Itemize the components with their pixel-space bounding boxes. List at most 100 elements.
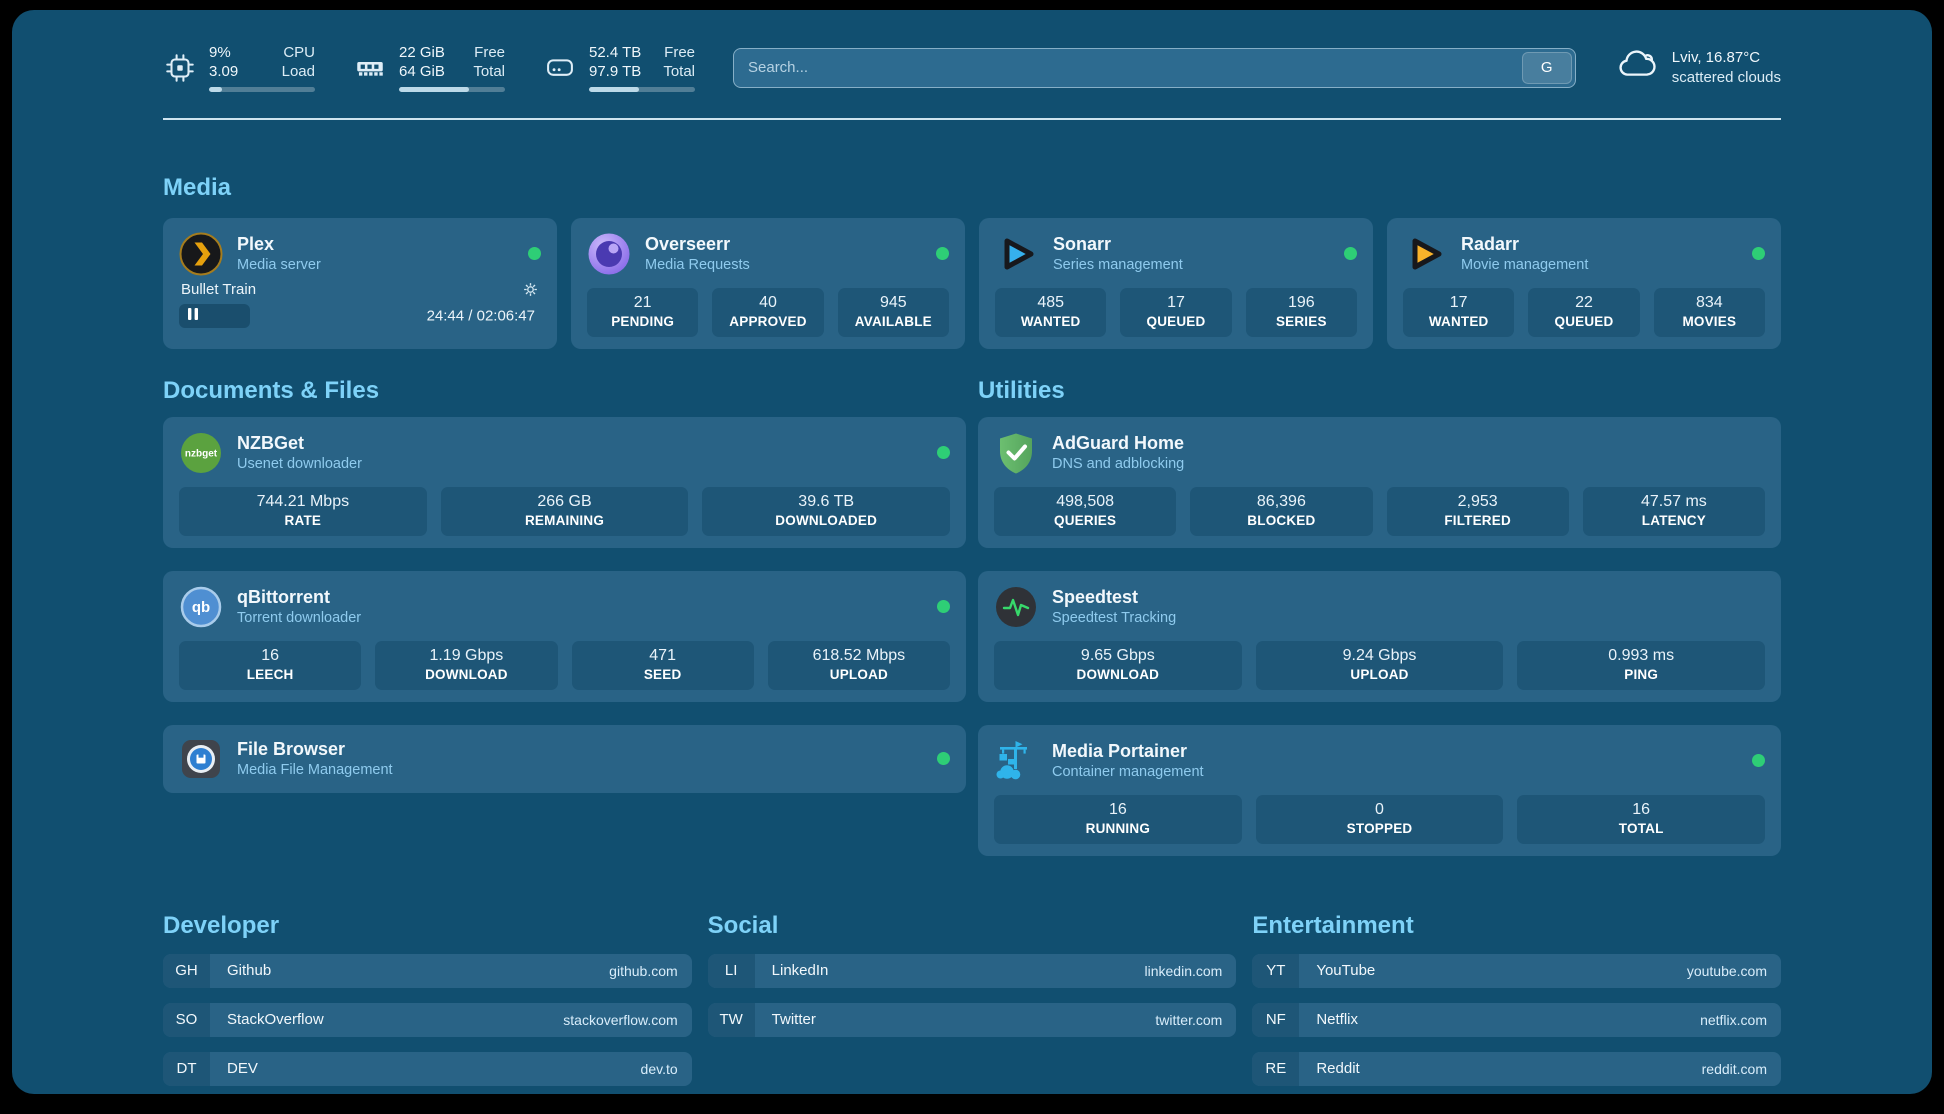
filebrowser-card[interactable]: File Browser Media File Management	[163, 724, 966, 793]
system-stats: 9% CPU 3.09 Load 22 GiB Free 64 GiB Total	[163, 44, 695, 92]
bookmark-url: dev.to	[640, 1060, 678, 1077]
radarr-card[interactable]: Radarr Movie management 17 WANTED 22 QUEUE…	[1387, 217, 1781, 349]
bookmark-abbr: TW	[707, 1002, 755, 1037]
plex-card[interactable]: Plex Media server Bullet Train	[163, 217, 557, 349]
sonarr-status-dot	[1344, 247, 1357, 260]
search-engine-button[interactable]: G	[1521, 51, 1572, 84]
bookmark-twitter[interactable]: TW Twitter twitter.com	[707, 1002, 1237, 1037]
portainer-subtitle: Container management	[1052, 764, 1204, 781]
sonarr-card[interactable]: Sonarr Series management 485 WANTED 17 QUE…	[979, 217, 1373, 349]
ram-stat: 22 GiB Free 64 GiB Total	[353, 44, 505, 92]
disk-usage-bar-fill	[589, 86, 639, 92]
radarr-stat-queued: 22 QUEUED	[1528, 287, 1640, 337]
entertainment-section: Entertainment YT YouTube youtube.com NF …	[1252, 912, 1781, 1095]
nzbget-card[interactable]: nzbget NZBGet Usenet downloader 744.21 M…	[163, 416, 966, 548]
search-input[interactable]	[733, 47, 1576, 88]
bookmark-netflix[interactable]: NF Netflix netflix.com	[1252, 1002, 1781, 1037]
nzbget-stat-remaining: 266 GB REMAINING	[440, 486, 689, 536]
sonarr-stat-series: 196 SERIES	[1245, 287, 1357, 337]
social-section: Social LI LinkedIn linkedin.com TW Twitt…	[707, 912, 1237, 1052]
cpu-icon	[163, 51, 197, 85]
adguard-title: AdGuard Home	[1052, 432, 1185, 453]
sonarr-subtitle: Series management	[1053, 257, 1183, 274]
nzbget-stat-downloaded: 39.6 TB DOWNLOADED	[702, 486, 951, 536]
adguard-stat-latency: 47.57 ms LATENCY	[1582, 486, 1765, 536]
bookmark-abbr: DT	[163, 1051, 210, 1086]
svg-text:qb: qb	[192, 599, 210, 616]
portainer-title: Media Portainer	[1052, 740, 1188, 761]
portainer-stat-running: 16 RUNNING	[994, 794, 1242, 844]
pause-icon[interactable]	[188, 307, 198, 325]
qbittorrent-stat-leech: 16 LEECH	[179, 640, 362, 690]
speedtest-logo	[994, 585, 1038, 629]
disk-stat: 52.4 TB Free 97.9 TB Total	[543, 44, 695, 92]
ram-total-label: Total	[473, 62, 505, 80]
ram-icon	[353, 51, 387, 85]
sonarr-title: Sonarr	[1053, 233, 1112, 254]
bookmark-abbr: LI	[707, 953, 755, 988]
speedtest-stat-ping: 0.993 ms PING	[1517, 640, 1766, 690]
nzbget-stat-rate: 744.21 Mbps RATE	[179, 486, 427, 536]
bookmark-stackoverflow[interactable]: SO StackOverflow stackoverflow.com	[163, 1002, 692, 1037]
bookmark-reddit[interactable]: RE Reddit reddit.com	[1252, 1051, 1781, 1086]
cpu-load-value: 3.09	[209, 62, 239, 80]
adguard-logo	[994, 431, 1038, 475]
cpu-usage-value: 9%	[209, 44, 231, 61]
speedtest-stat-download: 9.65 Gbps DOWNLOAD	[994, 640, 1242, 690]
bookmark-name: Twitter	[771, 1011, 816, 1028]
qbittorrent-logo: qb	[179, 585, 223, 629]
bookmark-url: netflix.com	[1700, 1011, 1767, 1028]
bookmark-url: linkedin.com	[1144, 962, 1223, 979]
adguard-subtitle: DNS and adblocking	[1052, 456, 1185, 473]
speedtest-subtitle: Speedtest Tracking	[1052, 610, 1177, 627]
documents-section: Documents & Files nzbget NZBGet Usenet d…	[163, 349, 966, 793]
speedtest-card[interactable]: Speedtest Speedtest Tracking 9.65 Gbps DO…	[978, 570, 1781, 702]
qbittorrent-status-dot	[937, 600, 950, 613]
portainer-card[interactable]: Media Portainer Container management 16 R…	[978, 724, 1781, 856]
top-bar: 9% CPU 3.09 Load 22 GiB Free 64 GiB Total	[163, 44, 1781, 92]
disk-usage-bar	[589, 86, 695, 92]
bookmark-name: DEV	[227, 1060, 258, 1077]
cpu-usage-label: CPU	[283, 44, 315, 61]
overseerr-subtitle: Media Requests	[645, 257, 750, 274]
radarr-stat-wanted: 17 WANTED	[1403, 287, 1515, 337]
portainer-stat-total: 16 TOTAL	[1517, 794, 1766, 844]
qbittorrent-stat-seed: 471 SEED	[571, 640, 754, 690]
nzbget-status-dot	[937, 446, 950, 459]
bookmark-name: LinkedIn	[771, 962, 829, 979]
overseerr-card[interactable]: Overseerr Media Requests 21 PENDING 40 APP…	[571, 217, 965, 349]
disk-total-value: 97.9 TB	[589, 62, 642, 80]
bookmark-dev[interactable]: DT DEV dev.to	[163, 1051, 692, 1086]
documents-section-title: Documents & Files	[163, 376, 380, 404]
bookmark-abbr: RE	[1252, 1051, 1300, 1086]
adguard-card[interactable]: AdGuard Home DNS and adblocking 498,508 Q…	[978, 416, 1781, 548]
ram-total-value: 64 GiB	[399, 62, 445, 80]
qbittorrent-card[interactable]: qb qBittorrent Torrent downloader 16 LEEC…	[163, 570, 966, 702]
qbittorrent-stat-download: 1.19 Gbps DOWNLOAD	[375, 640, 558, 690]
speedtest-title: Speedtest	[1052, 586, 1139, 607]
entertainment-section-title: Entertainment	[1252, 911, 1414, 939]
bookmark-linkedin[interactable]: LI LinkedIn linkedin.com	[707, 953, 1237, 988]
developer-section-title: Developer	[163, 911, 280, 939]
search-bar: G	[733, 47, 1576, 88]
weather-condition: scattered clouds	[1671, 68, 1781, 86]
bookmark-github[interactable]: GH Github github.com	[163, 953, 692, 988]
portainer-stat-stopped: 0 STOPPED	[1255, 794, 1504, 844]
sonarr-stat-queued: 17 QUEUED	[1120, 287, 1232, 337]
sonarr-logo	[995, 232, 1039, 276]
radarr-title: Radarr	[1461, 233, 1520, 254]
header-divider	[163, 117, 1781, 120]
adguard-stat-queries: 498,508 QUERIES	[994, 486, 1177, 536]
overseerr-title: Overseerr	[645, 233, 731, 254]
plex-logo	[179, 232, 223, 276]
radarr-logo	[1403, 232, 1447, 276]
overseerr-stat-available: 945 AVAILABLE	[837, 287, 949, 337]
nzbget-subtitle: Usenet downloader	[237, 456, 362, 473]
disk-icon	[543, 51, 577, 85]
gear-icon[interactable]	[522, 281, 539, 298]
utilities-section: Utilities AdGuard Home DNS and adblockin…	[978, 349, 1781, 856]
weather-widget: Lviv, 16.87°C scattered clouds	[1614, 44, 1781, 92]
bookmark-youtube[interactable]: YT YouTube youtube.com	[1252, 953, 1781, 988]
bookmark-url: github.com	[609, 962, 678, 979]
bookmark-name: Github	[227, 962, 272, 979]
